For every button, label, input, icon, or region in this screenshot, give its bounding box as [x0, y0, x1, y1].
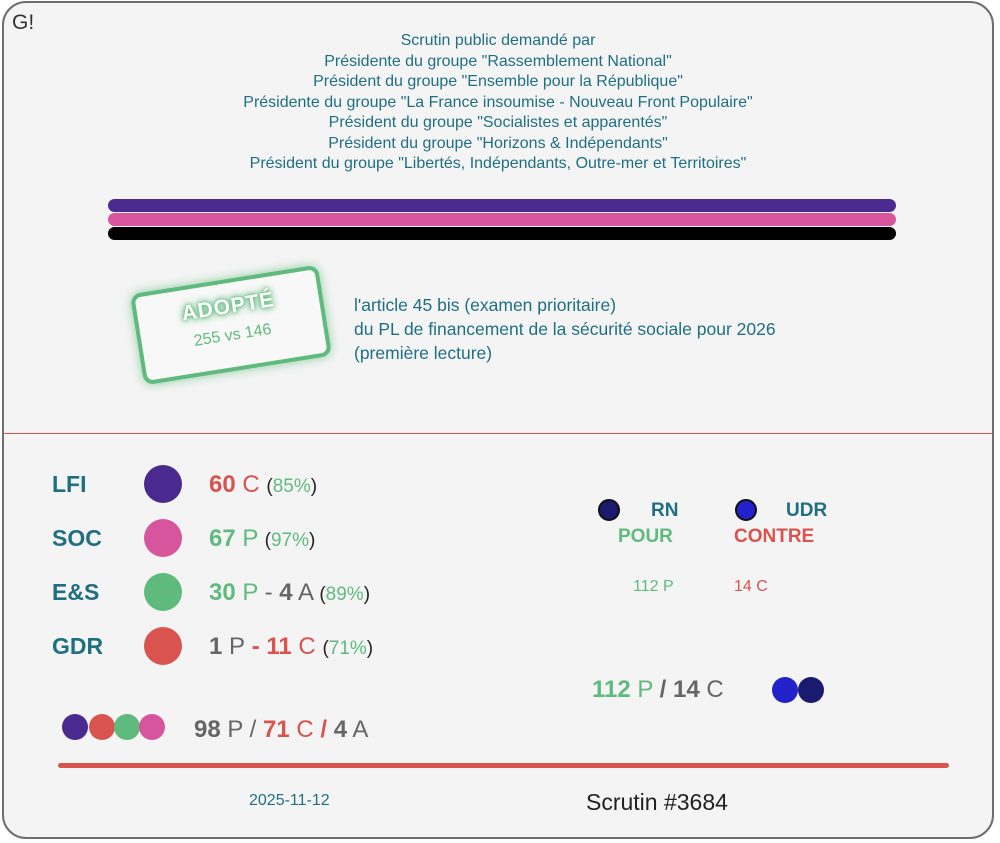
group-percentage: (97%) — [264, 530, 316, 551]
group-result: 67 P (97%) — [209, 525, 315, 553]
requesters-block: Scrutin public demandé par Présidente du… — [4, 31, 992, 175]
group-vote-count: 67 — [209, 525, 236, 552]
group-vote-count: 60 — [209, 471, 236, 498]
right-total-contre-label: C — [706, 676, 724, 703]
rn-name: RN — [651, 500, 679, 521]
group-vote-count: 11 — [266, 633, 292, 660]
udr-vote: CONTRE — [734, 526, 815, 547]
group-vote-type: A — [297, 579, 313, 606]
group-vote-type: P — [229, 633, 246, 660]
right-totals: 112 P / 14 C — [592, 676, 724, 703]
rn-count: 112 P — [633, 578, 674, 595]
color-bar-black — [108, 227, 896, 240]
left-totals: 98 P / 71 C / 4 A — [194, 716, 369, 743]
group-result: 1 P - 11 C (71%) — [209, 633, 374, 660]
total-abstention-label: A — [352, 716, 369, 743]
total-contre-label: C — [296, 716, 314, 743]
right-total-contre: 14 — [672, 676, 700, 703]
udr-name: UDR — [786, 500, 828, 521]
requester-line: Président du groupe "Libertés, Indépenda… — [249, 155, 747, 172]
group-vote-type: P — [242, 525, 258, 552]
group-color-dot — [144, 465, 182, 503]
group-percentage: (71%) — [322, 638, 374, 659]
requester-line: Président du groupe "Horizons & Indépend… — [328, 134, 668, 152]
group-name: LFI — [52, 471, 87, 497]
footer-line — [58, 763, 949, 768]
udr-dot — [735, 499, 757, 521]
group-dot-gdr — [89, 714, 115, 740]
requester-line: Présidente du groupe "La France insoumis… — [243, 93, 753, 111]
requester-line: Président du groupe "Ensemble pour la Ré… — [313, 73, 683, 90]
rn-dot — [598, 499, 620, 521]
right-total-pour-label: P — [637, 676, 653, 703]
group-row: SOC 67 P (97%) — [4, 517, 504, 561]
group-name: GDR — [52, 633, 104, 659]
adopted-stamp: ADOPTÉ 255 vs 146 — [129, 264, 333, 386]
group-percentage: (85%) — [266, 476, 318, 497]
subject-line: (première lecture) — [354, 343, 493, 363]
group-dot-soc — [139, 714, 165, 740]
total-pour: 98 — [194, 716, 221, 743]
rn-vote: POUR — [618, 526, 673, 547]
group-percentage: (89%) — [319, 584, 371, 605]
group-color-dot — [144, 519, 182, 557]
group-result: 30 P - 4 A (89%) — [209, 579, 371, 606]
color-bar-pink — [108, 213, 896, 226]
group-row: E&S 30 P - 4 A (89%) — [4, 571, 504, 615]
vote-date: 2025-11-12 — [249, 792, 330, 809]
group-row: LFI 60 C (85%) — [4, 463, 504, 507]
group-vote-count: 30 — [209, 579, 236, 606]
subject-line: l'article 45 bis (examen prioritaire) — [354, 295, 617, 315]
total-contre: 71 — [262, 716, 290, 743]
requester-line: Présidente du groupe "Rassemblement Nati… — [324, 52, 672, 70]
group-color-dot — [144, 573, 182, 611]
udr-mini-dot — [772, 677, 798, 703]
group-color-dot — [144, 627, 182, 665]
rn-mini-dot — [798, 677, 824, 703]
group-name: E&S — [52, 579, 100, 605]
total-pour-label: P — [227, 716, 243, 743]
group-result: 60 C (85%) — [209, 471, 317, 499]
subject-line: du PL de financement de la sécurité soci… — [354, 319, 776, 339]
group-vote-count: 4 — [279, 579, 293, 606]
group-dot-lfi — [62, 714, 88, 740]
app-logo: G! — [12, 11, 35, 34]
group-name: SOC — [52, 525, 102, 551]
requester-line: Président du groupe "Socialistes et appa… — [328, 114, 668, 131]
group-vote-type: P — [242, 579, 258, 606]
group-vote-type: C — [298, 633, 316, 660]
group-row: GDR 1 P - 11 C (71%) — [4, 625, 504, 669]
group-vote-type: C — [242, 471, 260, 498]
total-abstention: 4 — [333, 716, 348, 743]
group-vote-count: 1 — [209, 633, 223, 660]
scrutin-number: Scrutin #3684 — [586, 789, 728, 815]
group-dot-es — [114, 714, 140, 740]
right-total-pour: 112 — [592, 676, 631, 703]
vote-subject: l'article 45 bis (examen prioritaire) du… — [354, 293, 776, 365]
requester-line: Scrutin public demandé par — [400, 32, 596, 49]
color-bar-purple — [108, 199, 896, 212]
udr-count: 14 C — [734, 578, 768, 595]
section-divider — [4, 433, 992, 434]
